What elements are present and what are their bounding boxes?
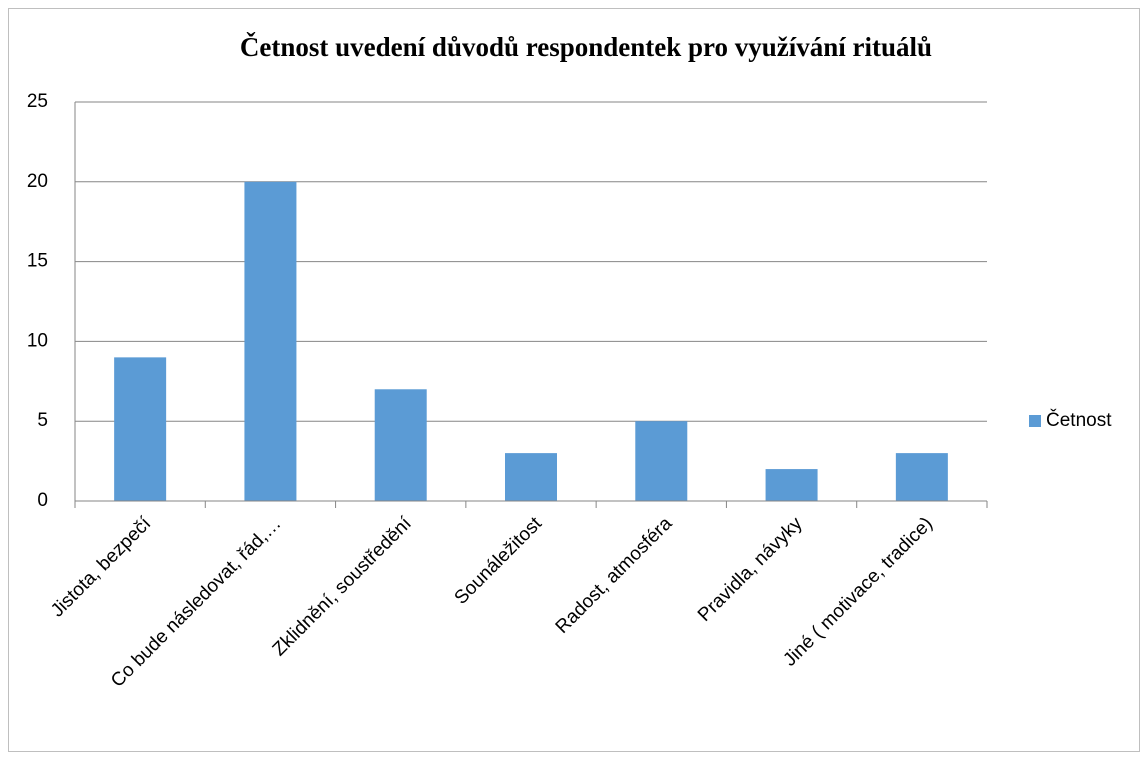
y-tick-label: 5: [37, 410, 48, 431]
chart-title: Četnost uvedení důvodů respondentek pro …: [240, 32, 932, 62]
y-tick-label: 0: [37, 490, 48, 511]
chart-border: [8, 8, 1140, 752]
bar: [114, 357, 167, 501]
y-tick-label: 25: [27, 91, 48, 112]
bar: [895, 453, 948, 501]
bar: [635, 421, 688, 501]
legend-swatch: [1029, 415, 1041, 427]
legend-label: Četnost: [1046, 409, 1112, 431]
bar: [765, 469, 818, 501]
y-tick-label: 10: [27, 330, 48, 351]
bar: [505, 453, 557, 501]
bar: [244, 181, 297, 502]
y-tick-label: 20: [27, 171, 48, 192]
bar: [374, 389, 427, 501]
y-tick-label: 15: [27, 251, 48, 272]
